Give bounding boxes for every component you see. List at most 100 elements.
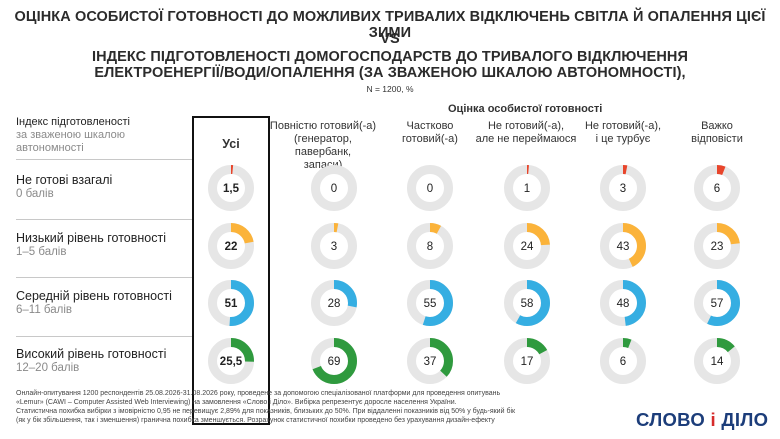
donut-arc-medium-usi [208,280,254,326]
donut-arc-low-hard [694,223,740,269]
donut-arc-medium-partly [407,280,453,326]
row-header: Індекс підготовленості за зваженою шкало… [16,116,130,155]
row-header-line-2: за зваженою шкалою [16,129,125,141]
donut-track [311,165,357,211]
logo-part-1: СЛОВО [636,409,706,430]
donut-arc-low-not_unworried [504,223,550,269]
donut-arc-high-hard [694,338,740,384]
donut-arc-medium-not_worried [600,280,646,326]
footer-line-3: Статистична похибка вибірки з імовірніст… [16,408,516,415]
col-header-usi: Усі [222,137,240,151]
col-header-partly-l2: готовий(-а) [402,133,458,145]
row-label-medium: Середній рівень готовності 6–11 балів [16,289,172,317]
group-header: Оцінка особистої готовності [448,103,603,115]
donut-value-low-hard: 23 [711,241,724,253]
donut-value-very_low-not_worried: 3 [620,183,626,195]
donut-arc-high-not_worried [600,338,646,384]
donut-arc-high-not_unworried [504,338,550,384]
title-line-3: ІНДЕКС ПІДГОТОВЛЕНОСТІ ДОМОГОСПОДАРСТВ Д… [92,49,688,65]
donut-value-very_low-not_unworried: 1 [524,183,530,195]
col-header-not-worried: Не готовий(-а), і це турбує [568,120,678,146]
donut-value-low-not_worried: 43 [617,241,630,253]
donut-arc-high-usi [208,338,254,384]
donut-arc-medium-fully [311,280,357,326]
donut-arc-low-fully [311,223,357,269]
donut-arc-low-partly [407,223,453,269]
donut-arc-very_low-hard [694,165,740,211]
donut-value-medium-not_unworried: 58 [521,298,534,310]
donut-arc-medium-hard [694,280,740,326]
col-header-hard: Важко відповісти [662,120,772,146]
row-label-low: Низький рівень готовності 1–5 балів [16,231,166,259]
footer-line-2: «Lemur» (CAWI – Computer Assisted Web In… [16,399,457,406]
donut-value-low-fully: 3 [331,241,337,253]
donut-value-medium-not_worried: 48 [617,298,630,310]
row-label-high: Високий рівень готовності 12–20 балів [16,347,166,375]
donut-value-very_low-fully: 0 [331,183,337,195]
title-vs: VS [380,31,400,47]
donut-value-high-not_unworried: 17 [521,356,534,368]
col-header-fully-l2: (генератор, павербанк, [294,133,352,158]
title-line-4: ЕЛЕКТРОЕНЕРГІЇ/ВОДИ/ОПАЛЕННЯ (ЗА ЗВАЖЕНО… [94,65,686,81]
footer-line-4: (як у бік збільшення, так і зменшення) г… [16,417,495,424]
row-separator [16,277,192,278]
row-header-line-3: автономності [16,142,84,154]
col-header-hard-l1: Важко [701,120,733,132]
methodology-footer: Онлайн-опитування 1200 респондентів 25.0… [16,389,616,425]
row-label-high-title: Високий рівень готовності [16,347,167,361]
donut-value-high-partly: 37 [424,356,437,368]
row-label-low-sub: 1–5 балів [16,246,67,258]
donut-value-medium-fully: 28 [328,298,341,310]
col-header-fully-l1: Повністю готовий(-а) [269,120,377,132]
donut-value-very_low-hard: 6 [714,183,720,195]
row-label-medium-title: Середній рівень готовності [16,289,172,303]
donut-arc-high-fully [311,338,357,384]
usi-highlight-box [192,116,270,425]
footer-line-1: Онлайн-опитування 1200 респондентів 25.0… [16,390,501,397]
donut-value-low-usi: 22 [225,241,238,253]
logo-part-3: ДІЛО [721,409,769,430]
donut-arc-very_low-not_unworried [504,165,550,211]
donut-value-low-partly: 8 [427,241,433,253]
row-label-medium-sub: 6–11 балів [16,304,73,316]
row-separator [16,159,192,160]
row-separator [16,219,192,220]
donut-value-high-usi: 25,5 [220,356,243,368]
donut-value-medium-partly: 55 [424,298,437,310]
donut-value-very_low-partly: 0 [427,183,433,195]
donut-value-medium-usi: 51 [225,298,238,310]
col-header-not-unworried: Не готовий(-а), але не переймаюся [471,120,581,146]
row-label-low-title: Низький рівень готовності [16,231,166,245]
row-label-very-low: Не готові взагалі 0 балів [16,173,112,201]
col-header-not-unworried-l1: Не готовий(-а), [487,120,565,132]
donut-arc-low-not_worried [600,223,646,269]
donut-arc-very_low-not_worried [600,165,646,211]
row-header-line-1: Індекс підготовленості [16,116,130,128]
donut-arc-low-usi [208,223,254,269]
donut-value-high-not_worried: 6 [620,356,626,368]
sample-size: N = 1200, % [366,84,414,94]
col-header-not-worried-l1: Не готовий(-а), [584,120,662,132]
col-header-not-worried-l2: і це турбує [595,133,651,145]
col-header-partly-l1: Частково [406,120,454,132]
title-line-1: ОЦІНКА ОСОБИСТОЇ ГОТОВНОСТІ ДО МОЖЛИВИХ … [14,9,766,41]
donut-value-medium-hard: 57 [711,298,724,310]
row-label-very-low-title: Не готові взагалі [16,173,113,187]
donut-value-high-fully: 69 [328,356,341,368]
donut-value-very_low-usi: 1,5 [223,183,240,195]
logo-part-2: і [710,409,716,430]
col-header-not-unworried-l2: але не переймаюся [475,133,577,145]
donut-value-high-hard: 14 [711,356,724,368]
row-label-very-low-sub: 0 балів [16,188,54,200]
row-label-high-sub: 12–20 балів [16,362,80,374]
col-header-partly: Частково готовий(-а) [375,120,485,146]
donut-arc-medium-not_unworried [504,280,550,326]
donut-value-low-not_unworried: 24 [521,241,534,253]
donut-track [407,165,453,211]
row-separator [16,336,192,337]
col-header-hard-l2: відповісти [691,133,743,145]
slovo-i-dilo-logo: СЛОВО і ДІЛО [636,409,768,431]
donut-arc-high-partly [407,338,453,384]
donut-arc-very_low-usi [208,165,254,211]
